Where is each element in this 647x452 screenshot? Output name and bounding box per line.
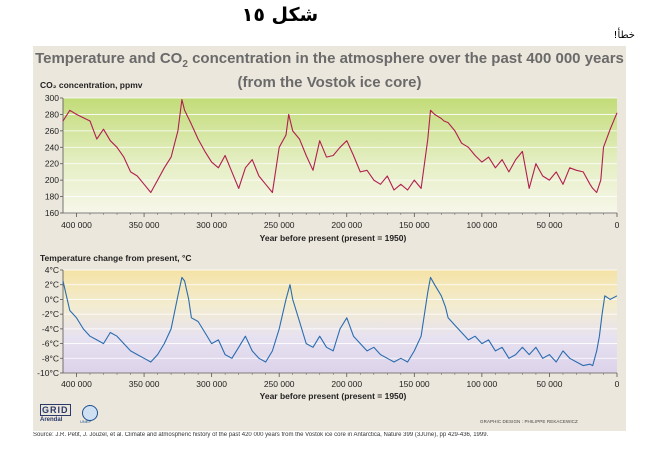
- title-line1-post: concentration in the atmosphere over the…: [187, 50, 624, 67]
- y-axis-label: CO₂ concentration, ppmv: [40, 80, 143, 90]
- y-tick-label: 180: [45, 192, 59, 202]
- title-line2: (from the Vostok ice core): [237, 74, 422, 91]
- y-tick-label: 0°C: [45, 294, 59, 304]
- x-tick-label: 350 000: [129, 379, 160, 389]
- x-tick-label: 0: [615, 379, 620, 389]
- x-tick-label: 100 000: [467, 220, 498, 230]
- y-tick-label: 260: [45, 126, 59, 136]
- plot-area: [63, 98, 617, 213]
- x-tick-label: 300 000: [196, 379, 227, 389]
- figure-title: Temperature and CO2 concentration in the…: [33, 50, 626, 92]
- error-label: خطأ!: [613, 30, 635, 41]
- logo-arendal-text: Arendal: [40, 417, 63, 423]
- x-tick-label: 150 000: [399, 220, 430, 230]
- x-tick-label: 50 000: [536, 220, 562, 230]
- title-line1-sub: 2: [182, 59, 188, 70]
- plot-area: [63, 270, 617, 373]
- x-tick-label: 50 000: [536, 379, 562, 389]
- x-tick-label: 150 000: [399, 379, 430, 389]
- x-tick-label: 200 000: [331, 379, 362, 389]
- x-tick-label: 250 000: [264, 379, 295, 389]
- graphic-design-credit: GRAPHIC DESIGN : PHILIPPE REKACEWICZ: [480, 419, 578, 424]
- x-tick-label: 350 000: [129, 220, 160, 230]
- unep-logo-icon: [82, 405, 98, 421]
- y-tick-label: 4°C: [45, 265, 59, 275]
- y-tick-label: 220: [45, 159, 59, 169]
- y-tick-label: 200: [45, 175, 59, 185]
- x-axis-label: Year before present (present = 1950): [260, 233, 407, 243]
- x-tick-label: 200 000: [331, 220, 362, 230]
- x-tick-label: 400 000: [61, 379, 92, 389]
- x-tick-label: 300 000: [196, 220, 227, 230]
- temperature-chart: -10°C -8°C -6°C -4°C -2°C 0°C 2°C 4°C 400 000 350…: [37, 253, 619, 401]
- x-tick-label: 0: [615, 220, 620, 230]
- y-tick-label: -10°C: [37, 368, 59, 378]
- x-axis-label: Year before present (present = 1950): [260, 391, 407, 401]
- y-tick-label: 160: [45, 208, 59, 218]
- unep-logo-text: UNEP: [80, 419, 92, 424]
- x-tick-label: 100 000: [467, 379, 498, 389]
- y-tick-label: -4°C: [42, 324, 59, 334]
- y-axis-label: Temperature change from present, °C: [40, 253, 192, 263]
- series-line: [62, 276, 618, 367]
- x-tick-label: 250 000: [264, 220, 295, 230]
- title-line1-pre: Temperature and CO: [35, 50, 183, 67]
- series-line: [62, 99, 618, 194]
- y-tick-label: -2°C: [42, 309, 59, 319]
- x-tick-label: 400 000: [61, 220, 92, 230]
- y-tick-label: 300: [45, 93, 59, 103]
- y-tick-label: -6°C: [42, 339, 59, 349]
- y-tick-label: 280: [45, 109, 59, 119]
- y-tick-label: 240: [45, 142, 59, 152]
- co2-chart: 160 180 200 220 240 260 280 300 400 000 350 000 30…: [40, 80, 620, 243]
- source-citation: Source: J.R. Petit, J. Jouzel, et al. Cl…: [33, 432, 489, 438]
- y-tick-label: 2°C: [45, 280, 59, 290]
- y-tick-label: -8°C: [42, 353, 59, 363]
- logo-grid-text: GRID: [40, 404, 71, 416]
- figure-number-label: شكل ١٥: [241, 4, 319, 26]
- grid-arendal-logo: GRID Arendal: [40, 404, 71, 424]
